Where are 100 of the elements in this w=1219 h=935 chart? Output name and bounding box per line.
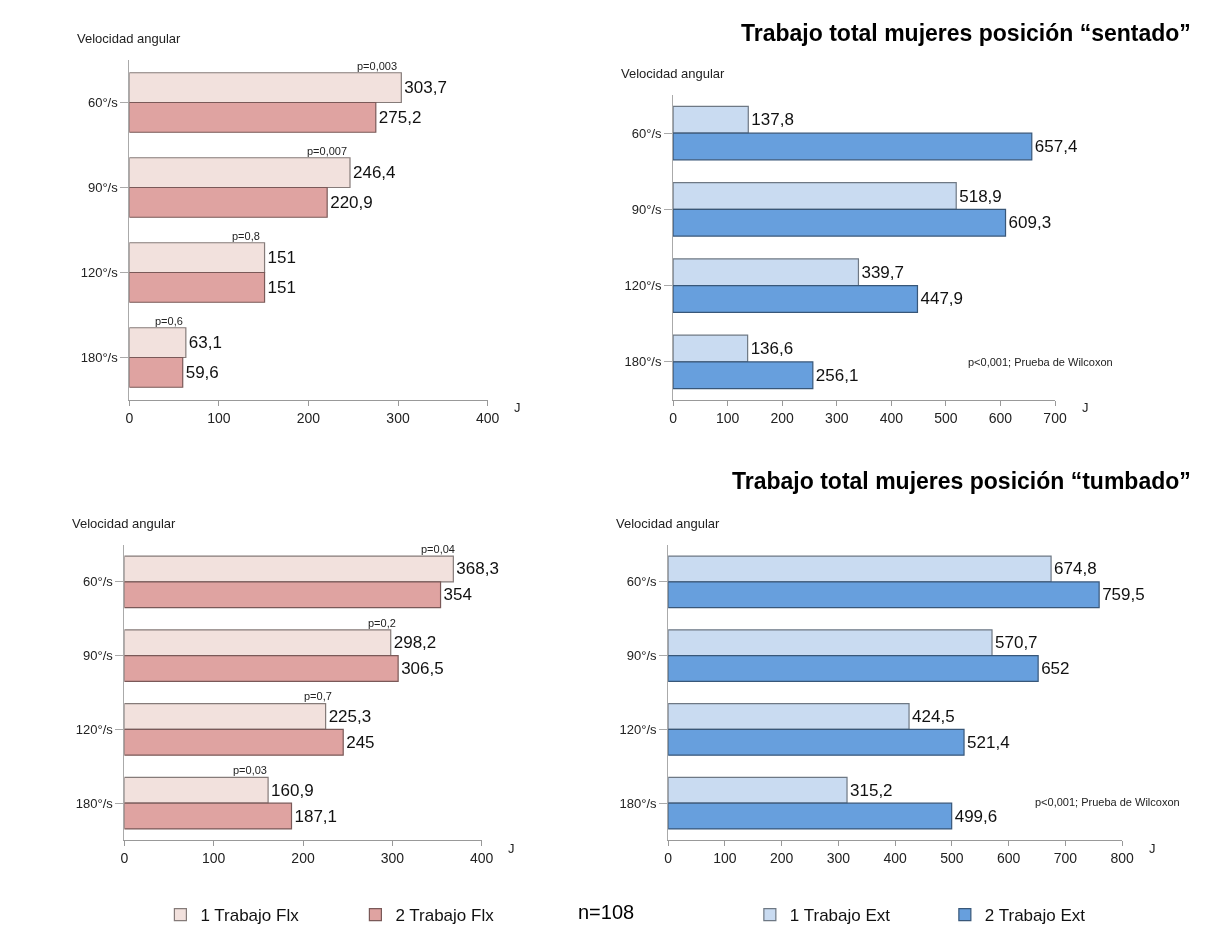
annotation: p=0,2 (368, 617, 396, 629)
annotation: p=0,7 (304, 690, 332, 702)
legend-label: 1 Trabajo Flx (200, 906, 300, 926)
data-label: 674,8 (1054, 559, 1097, 579)
y-axis-title: Velocidad angular (77, 31, 182, 46)
data-label: 303,7 (404, 78, 447, 98)
y-tick-label: 90°/s (83, 648, 114, 664)
y-axis-title: Velocidad angular (621, 66, 726, 81)
bar (673, 182, 957, 210)
bar (668, 776, 848, 804)
annotation: p<0,001; Prueba de Wilcoxon (968, 356, 1113, 368)
data-label: 447,9 (920, 289, 964, 309)
x-tick-label: 600 (988, 409, 1013, 426)
data-label: 339,7 (861, 262, 904, 282)
x-axis-title: J (1149, 841, 1156, 856)
x-tick-label: 500 (940, 849, 964, 866)
bar (129, 72, 402, 104)
data-label: 759,5 (1102, 585, 1145, 605)
x-tick-label: 0 (664, 849, 673, 866)
bar (668, 655, 1039, 683)
bar (673, 361, 814, 390)
data-label: 354 (443, 585, 472, 605)
x-tick-label: 300 (826, 849, 851, 866)
x-tick-label: 0 (669, 409, 678, 426)
x-tick-label: 800 (1110, 849, 1135, 866)
bar (129, 186, 328, 218)
bar (673, 208, 1007, 237)
bar (673, 105, 749, 134)
bar (129, 101, 377, 133)
x-tick-label: 300 (380, 849, 405, 866)
bar (124, 728, 344, 756)
y-tick-label: 90°/s (631, 201, 662, 217)
y-tick-label: 60°/s (626, 574, 658, 590)
bar (668, 581, 1100, 609)
bar (129, 327, 187, 359)
x-tick-label: 600 (996, 849, 1021, 866)
data-label: 657,4 (1034, 136, 1078, 156)
data-label: 151 (267, 248, 296, 268)
y-tick-label: 60°/s (83, 574, 114, 590)
x-tick-label: 700 (1053, 849, 1078, 866)
x-tick-label: 400 (879, 409, 904, 426)
data-label: 246,4 (353, 163, 396, 183)
y-tick-label: 180°/s (624, 354, 662, 370)
data-label: 275,2 (378, 107, 422, 127)
y-tick-label: 120°/s (80, 265, 119, 281)
bar (129, 356, 184, 388)
x-tick-label: 500 (934, 409, 958, 426)
data-label: 137,8 (751, 110, 794, 130)
data-label: 499,6 (954, 806, 998, 826)
bar (673, 132, 1033, 161)
data-label: 59,6 (185, 362, 219, 382)
data-label: 225,3 (328, 706, 372, 726)
bar (124, 702, 327, 730)
bar (668, 555, 1052, 583)
data-label: 63,1 (188, 333, 222, 353)
y-tick-label: 90°/s (626, 648, 658, 664)
legend-label: 2 Trabajo Flx (395, 906, 495, 926)
x-tick-label: 700 (1043, 409, 1067, 426)
annotation: p=0,003 (357, 60, 398, 72)
x-axis-title: J (508, 841, 515, 856)
y-tick-label: 60°/s (87, 95, 119, 111)
bar (668, 802, 953, 830)
y-tick-label: 180°/s (619, 795, 658, 811)
data-label: 315,2 (850, 780, 893, 800)
annotation: p=0,007 (307, 145, 348, 157)
bar (668, 728, 965, 756)
x-tick-label: 300 (825, 409, 849, 426)
data-label: 256,1 (815, 365, 859, 385)
y-tick-label: 120°/s (619, 721, 658, 737)
data-label: 652 (1041, 659, 1070, 679)
bar (124, 776, 269, 804)
x-tick-label: 200 (769, 849, 794, 866)
bar (124, 629, 392, 657)
data-label: 298,2 (393, 633, 437, 653)
bar (673, 334, 749, 363)
bar (124, 802, 293, 830)
x-tick-label: 100 (202, 849, 226, 866)
y-tick-label: 120°/s (624, 278, 662, 294)
annotation: p=0,03 (233, 764, 267, 776)
data-label: 136,6 (750, 339, 794, 359)
data-label: 160,9 (271, 780, 314, 800)
bar (668, 629, 993, 657)
y-tick-label: 120°/s (75, 721, 114, 737)
legend-label: 2 Trabajo Ext (984, 906, 1086, 926)
data-label: 306,5 (401, 659, 444, 679)
x-tick-label: 0 (120, 849, 129, 866)
legend-label: 1 Trabajo Ext (789, 906, 891, 926)
annotation: p=0,04 (421, 543, 455, 555)
data-label: 368,3 (456, 559, 499, 579)
x-tick-label: 100 (207, 409, 231, 426)
data-label: 609,3 (1008, 213, 1052, 233)
x-tick-label: 0 (125, 409, 134, 426)
data-label: 518,9 (959, 186, 1002, 206)
y-axis-title: Velocidad angular (72, 516, 177, 531)
data-label: 521,4 (967, 732, 1010, 752)
x-tick-label: 400 (469, 849, 494, 866)
bar (124, 655, 399, 683)
x-tick-label: 200 (291, 849, 315, 866)
data-label: 245 (346, 732, 375, 752)
x-tick-label: 200 (770, 409, 795, 426)
